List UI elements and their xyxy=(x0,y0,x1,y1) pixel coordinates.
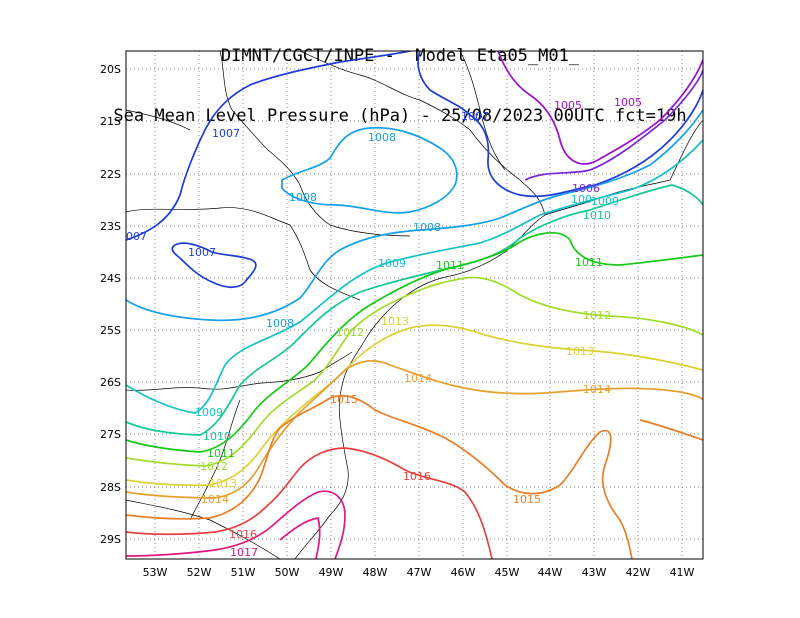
plot-frame xyxy=(125,50,704,560)
lon-tick-label: 49W xyxy=(319,566,344,579)
label-1009: 1009 xyxy=(591,195,619,208)
lon-tick-label: 53W xyxy=(143,566,168,579)
lat-tick-label: 22S xyxy=(100,168,121,181)
lon-tick-label: 43W xyxy=(582,566,607,579)
label-1009: 100 xyxy=(571,193,592,206)
lat-tick-label: 26S xyxy=(100,376,121,389)
lon-tick-label: 48W xyxy=(363,566,388,579)
label-1016: 1016 xyxy=(229,528,257,541)
label-1007: 1007 xyxy=(188,246,216,259)
isobar-1017-inner xyxy=(279,517,321,559)
label-1017: 1017 xyxy=(230,546,258,559)
isobar-1006 xyxy=(524,69,703,181)
label-1013: 1013 xyxy=(566,345,594,358)
isobar-1005 xyxy=(497,51,703,165)
lat-tick-label: 29S xyxy=(100,533,121,546)
label-1010: 1010 xyxy=(203,430,231,443)
label-1007: 1007 xyxy=(461,110,489,123)
lon-tick-label: 41W xyxy=(670,566,695,579)
lat-tick-label: 24S xyxy=(100,272,121,285)
isobar-1009 xyxy=(126,139,703,414)
lat-tick-label: 27S xyxy=(100,428,121,441)
isobar-1015-east xyxy=(639,419,703,441)
isobar-1010 xyxy=(126,184,703,436)
label-1016: 1016 xyxy=(403,470,431,483)
label-1012: 1012 xyxy=(200,460,228,473)
lat-axis: 20S 21S 22S 23S 24S 25S 26S 27S 28S 29S xyxy=(100,63,121,546)
label-1011: 1011 xyxy=(575,256,603,269)
label-1007: 007 xyxy=(126,230,147,243)
label-1011: 1011 xyxy=(207,447,235,460)
label-1011: 1011 xyxy=(436,259,464,272)
isobar-1015 xyxy=(126,394,633,559)
lon-tick-label: 52W xyxy=(187,566,212,579)
lat-tick-label: 25S xyxy=(100,324,121,337)
isobar-1011 xyxy=(126,232,703,453)
isobar-1007-east xyxy=(417,51,703,198)
lat-tick-label: 20S xyxy=(100,63,121,76)
isobar-1017 xyxy=(126,490,346,559)
lat-tick-label: 21S xyxy=(100,115,121,128)
lon-tick-label: 44W xyxy=(538,566,563,579)
label-1015: 1015 xyxy=(330,393,358,406)
lon-tick-label: 42W xyxy=(626,566,651,579)
label-1008: 1008 xyxy=(413,221,441,234)
isobar-1007-closed xyxy=(171,242,257,289)
lat-tick-label: 28S xyxy=(100,481,121,494)
label-1010: 1010 xyxy=(583,209,611,222)
label-1014: 1014 xyxy=(201,493,229,506)
isobar-1012 xyxy=(126,276,703,467)
isobar-1007-west xyxy=(126,51,411,241)
label-1009: 1009 xyxy=(195,406,223,419)
label-1014: 1014 xyxy=(583,383,611,396)
label-1007: 1007 xyxy=(212,127,240,140)
label-1012: 1012 xyxy=(336,326,364,339)
lon-tick-label: 46W xyxy=(451,566,476,579)
label-1009: 1009 xyxy=(378,257,406,270)
isobar-1014 xyxy=(126,360,703,499)
lon-tick-label: 50W xyxy=(275,566,300,579)
label-1008: 1008 xyxy=(368,131,396,144)
label-1012: 1012 xyxy=(583,309,611,322)
label-1005: 1005 xyxy=(554,99,582,112)
label-1008: 1008 xyxy=(289,191,317,204)
label-1006: 1006 xyxy=(572,182,600,195)
isobar-1008-south xyxy=(126,109,703,322)
label-1015: 1015 xyxy=(513,493,541,506)
lat-tick-label: 23S xyxy=(100,220,121,233)
lon-tick-label: 45W xyxy=(495,566,520,579)
isobar-1008-closed xyxy=(281,126,458,214)
isobar-1016 xyxy=(126,447,493,559)
label-1013: 1013 xyxy=(381,315,409,328)
label-1008: 1008 xyxy=(266,317,294,330)
label-1005: 1005 xyxy=(614,96,642,109)
isobar-1013 xyxy=(126,324,703,487)
isobar-labels: 1005 1005 1006 1007 1007 1007 007 1008 1… xyxy=(126,96,642,559)
label-1014: 1014 xyxy=(404,372,432,385)
lon-tick-label: 47W xyxy=(407,566,432,579)
lon-tick-label: 51W xyxy=(231,566,256,579)
label-1013: 1013 xyxy=(209,477,237,490)
lon-axis: 53W 52W 51W 50W 49W 48W 47W 46W 45W 44W … xyxy=(143,566,695,579)
